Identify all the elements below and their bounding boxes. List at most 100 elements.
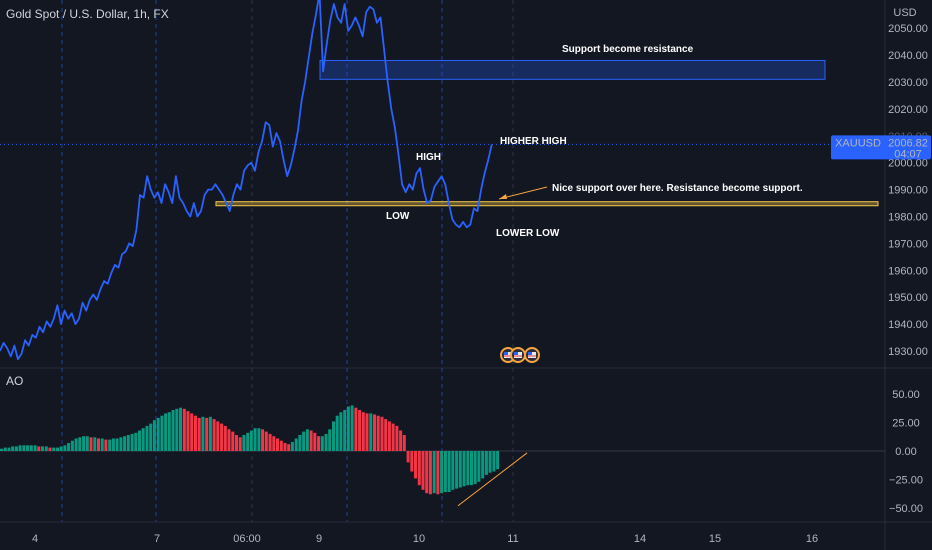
ao-bar <box>194 415 197 451</box>
ao-bar <box>182 408 186 451</box>
ao-bar <box>179 407 182 451</box>
ao-bar <box>324 433 328 451</box>
ao-bar <box>52 447 56 451</box>
support-zone <box>215 201 879 207</box>
ao-bar <box>395 425 399 451</box>
ao-bar <box>93 437 97 451</box>
ao-bar <box>332 421 335 451</box>
x-tick-11: 11 <box>507 533 518 545</box>
annotations: Support become resistance HIGH HIGHER HIGH… <box>386 44 803 363</box>
ao-bar <box>365 413 369 451</box>
ao-bar <box>67 443 71 451</box>
ao-bar <box>276 438 279 451</box>
price-tick-1970: 1970.00 <box>888 238 928 250</box>
ao-bar <box>376 415 380 451</box>
ao-bar <box>432 451 436 494</box>
ao-bar <box>85 436 89 451</box>
x-tick-16: 16 <box>806 533 818 545</box>
ao-bar <box>56 447 59 451</box>
chart-title: Gold Spot / U.S. Dollar, 1h, FX <box>6 7 169 21</box>
ao-bar <box>208 416 212 451</box>
ao-bar <box>261 429 265 451</box>
ao-bar <box>358 410 362 451</box>
ao-bar <box>302 431 306 451</box>
ao-tick-25: 25.00 <box>892 418 920 430</box>
ao-bar <box>298 435 302 451</box>
ao-bar <box>160 415 164 451</box>
ao-bar <box>145 425 149 451</box>
zones <box>0 59 885 207</box>
x-tick-06:00: 06:00 <box>233 533 261 545</box>
ao-bar <box>167 412 171 451</box>
ao-bar <box>462 451 466 487</box>
ao-bar <box>44 446 48 451</box>
ao-bar <box>387 421 391 451</box>
ao-bar <box>309 430 313 451</box>
ao-bar <box>305 429 309 451</box>
ao-bar <box>436 451 440 495</box>
ao-bar <box>0 448 3 451</box>
price-tick-2020: 2020.00 <box>888 104 928 116</box>
badge-countdown: 04:07 <box>894 148 922 160</box>
ao-bar <box>283 443 287 451</box>
ao-histogram <box>0 405 885 507</box>
ao-bar <box>253 428 257 451</box>
ao-bar <box>126 435 130 451</box>
ao-bar <box>410 451 414 472</box>
ao-bar <box>156 417 160 451</box>
ao-bar <box>402 435 406 451</box>
ao-tick--25: −25.00 <box>889 475 923 487</box>
ao-bar <box>264 431 268 451</box>
ao-bar <box>231 431 235 451</box>
ao-bar <box>18 445 22 451</box>
ao-bar <box>175 408 179 451</box>
ao-bar <box>279 440 283 451</box>
ao-bar <box>373 414 376 451</box>
ao-bar <box>350 405 354 451</box>
ao-bar <box>354 407 358 451</box>
ao-bar <box>496 451 500 470</box>
ao-bar <box>104 439 108 451</box>
ao-bar <box>220 423 224 451</box>
ao-bar <box>257 428 261 451</box>
ao-bar <box>384 419 388 451</box>
x-tick-15: 15 <box>709 533 721 545</box>
ao-bar <box>246 432 250 451</box>
ao-bar <box>138 430 141 451</box>
ao-bar <box>134 432 138 451</box>
ao-bar <box>425 451 429 494</box>
resistance-zone <box>319 59 826 80</box>
ao-bar <box>152 420 156 451</box>
price-tick-1930: 1930.00 <box>888 346 928 358</box>
ao-bar <box>320 436 324 451</box>
ao-bar <box>3 447 7 451</box>
price-tick-2000: 2000.00 <box>888 158 928 170</box>
annotation-support-become-resistance: Support become resistance <box>562 44 694 55</box>
ao-bar <box>287 444 291 451</box>
ao-bar <box>440 451 444 494</box>
ao-bar <box>33 445 37 451</box>
annotation-arrow-head <box>499 194 507 199</box>
ao-bar <box>11 446 15 451</box>
annotation-high: HIGH <box>416 152 441 163</box>
currency-label: USD <box>893 7 916 19</box>
ao-bar <box>70 440 74 451</box>
ao-bar <box>141 428 145 451</box>
badge-price: 2006.82 <box>888 137 928 149</box>
ao-bar <box>74 438 78 451</box>
price-tick-1950: 1950.00 <box>888 292 928 304</box>
ao-bar <box>339 412 343 451</box>
ao-bar <box>473 451 477 485</box>
ao-bar <box>115 438 119 451</box>
annotation-nice-support: Nice support over here. Resistance becom… <box>552 183 803 194</box>
ao-bar <box>108 439 112 451</box>
ao-bar <box>313 432 317 451</box>
ao-bar <box>149 423 153 451</box>
price-tick-2030: 2030.00 <box>888 77 928 89</box>
ao-bar <box>399 430 403 451</box>
price-tick-2040: 2040.00 <box>888 50 928 62</box>
ao-trendline <box>457 452 528 507</box>
ao-bar <box>369 413 373 451</box>
